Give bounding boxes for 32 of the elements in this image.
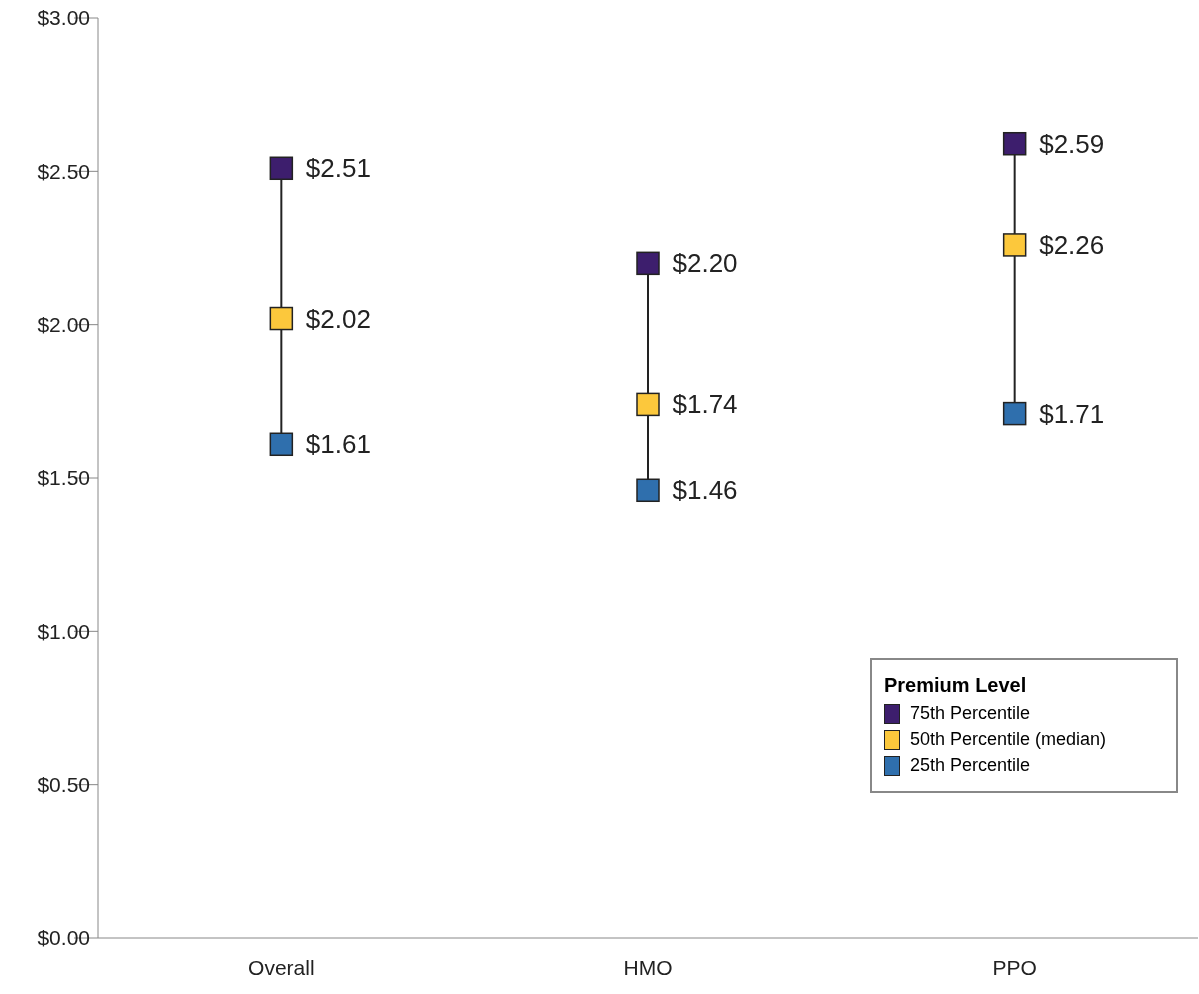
x-tick-label: HMO [623,955,673,979]
data-label: $2.02 [305,303,371,334]
y-tick-label: $3.00 [37,6,90,30]
data-label: $1.46 [672,475,738,506]
point [636,478,660,503]
point [269,306,294,331]
data-label: $2.59 [1039,128,1105,159]
point [1002,401,1027,426]
y-tick-label: $1.50 [37,466,90,490]
y-tick-label: $2.00 [37,313,90,337]
x-tick-label: PPO [992,955,1037,979]
point [636,392,660,417]
legend-title: Premium Level [884,674,1028,697]
y-tick-label: $0.50 [37,773,90,797]
point [1002,233,1027,257]
data-label: $1.71 [1039,398,1105,429]
x-tick-label: Overall [248,955,315,979]
y-tick-label: $1.00 [37,619,90,643]
legend-label: 50th Percentile (median) [910,729,1107,750]
point [269,432,294,457]
y-tick-label: $2.50 [37,159,90,183]
point [1002,131,1027,156]
point [269,156,294,181]
y-tick-label: $0.00 [37,926,90,950]
data-label: $2.51 [305,153,371,184]
data-label: $2.26 [1039,229,1105,260]
point [636,251,660,276]
legend-label: 25th Percentile [910,755,1031,776]
data-label: $1.74 [672,389,738,420]
data-label: $2.20 [672,248,738,279]
data-label: $1.61 [305,429,371,460]
legend-label: 75th Percentile [910,703,1031,724]
